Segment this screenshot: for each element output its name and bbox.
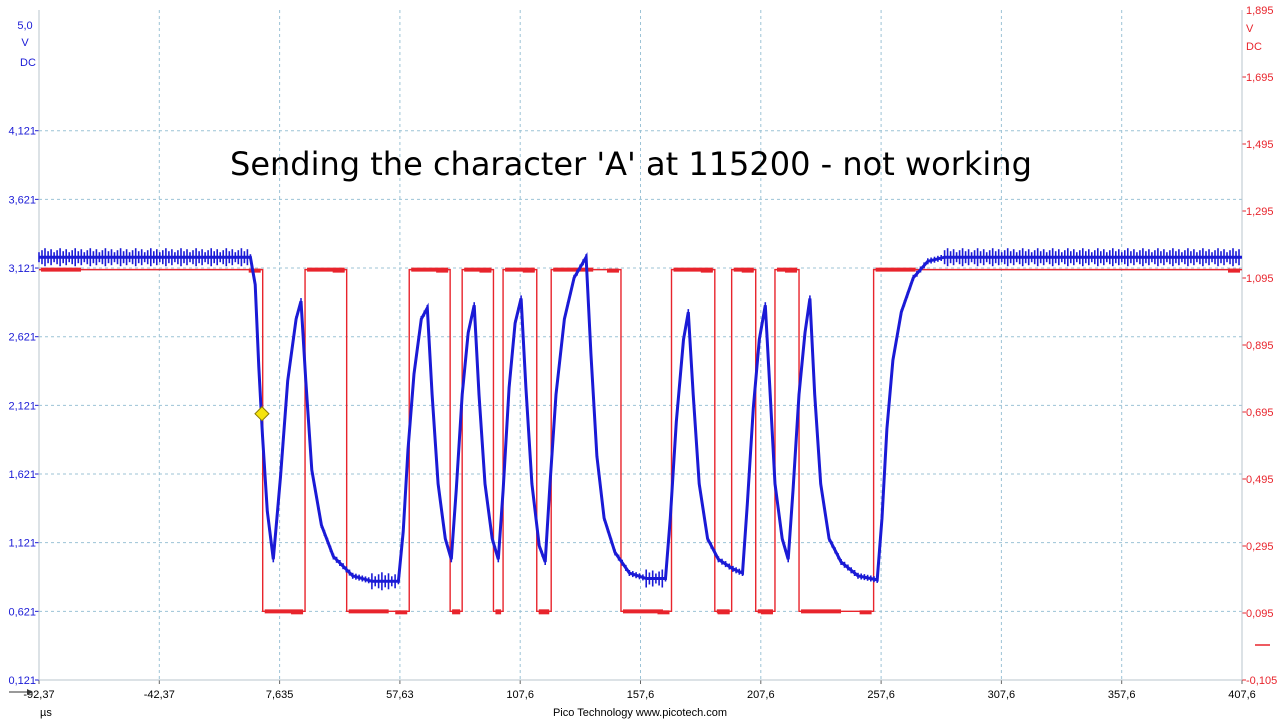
blue-trace-noise [38, 248, 1240, 591]
x-tick-label: -42,37 [144, 689, 175, 701]
x-tick-label: 57,63 [386, 689, 414, 701]
x-tick-label: 407,6 [1228, 689, 1256, 701]
x-tick-label: 357,6 [1108, 689, 1136, 701]
right-axis-unit-mid: V [1246, 23, 1254, 35]
right-axis-labels: 1,695 1,495 1,295 1,095 0,895 0,695 0,495 0,295… [1246, 72, 1277, 687]
x-tick-label: 107,6 [506, 689, 534, 701]
y-right-tick-label: 0,295 [1246, 541, 1274, 553]
gridlines [35, 10, 1246, 684]
x-axis-unit: µs [40, 707, 52, 719]
chart-annotation: Sending the character 'A' at 115200 - no… [230, 145, 1032, 183]
left-axis-unit-bottom: DC [20, 57, 36, 69]
left-axis-labels: 4,121 3,621 3,121 2,621 2,121 1,621 1,121 0,621… [8, 126, 36, 687]
x-axis-arrow-icon [27, 689, 33, 695]
y-left-tick-label: 2,121 [8, 400, 36, 412]
y-left-tick-label: 0,621 [8, 606, 36, 618]
waveform-traces [38, 248, 1242, 615]
y-left-tick-label: 1,621 [8, 469, 36, 481]
right-axis-unit-top: 1,895 [1246, 5, 1274, 17]
y-left-tick-label: 2,621 [8, 332, 36, 344]
x-axis-labels: -92,37 -42,37 7,635 57,63 107,6 157,6 207,6 257… [23, 689, 1255, 701]
y-left-tick-label: 3,621 [8, 194, 36, 206]
x-tick-label: 257,6 [867, 689, 895, 701]
x-tick-label: 7,635 [266, 689, 294, 701]
footer-text: Pico Technology www.picotech.com [553, 707, 727, 719]
trigger-marker[interactable] [254, 406, 270, 422]
x-tick-label: 207,6 [747, 689, 775, 701]
y-left-tick-label: 4,121 [8, 126, 36, 138]
y-left-tick-label: 1,121 [8, 538, 36, 550]
y-right-tick-label: -0,105 [1246, 675, 1277, 687]
left-axis-unit-mid: V [21, 37, 29, 49]
y-right-tick-label: 0,895 [1246, 340, 1274, 352]
y-right-tick-label: 1,495 [1246, 139, 1274, 151]
plot-area [39, 10, 1242, 680]
y-left-tick-label: 3,121 [8, 263, 36, 275]
y-right-tick-label: 1,295 [1246, 206, 1274, 218]
y-left-tick-label: 0,121 [8, 675, 36, 687]
right-axis-unit-bottom: DC [1246, 41, 1262, 53]
x-tick-label: 307,6 [988, 689, 1016, 701]
y-right-tick-label: 1,095 [1246, 273, 1274, 285]
y-right-tick-label: 1,695 [1246, 72, 1274, 84]
y-right-tick-label: 0,095 [1246, 608, 1274, 620]
x-tick-label: 157,6 [627, 689, 655, 701]
left-axis-unit-top: 5,0 [17, 20, 32, 32]
y-right-tick-label: 0,495 [1246, 474, 1274, 486]
y-right-tick-label: 0,695 [1246, 407, 1274, 419]
